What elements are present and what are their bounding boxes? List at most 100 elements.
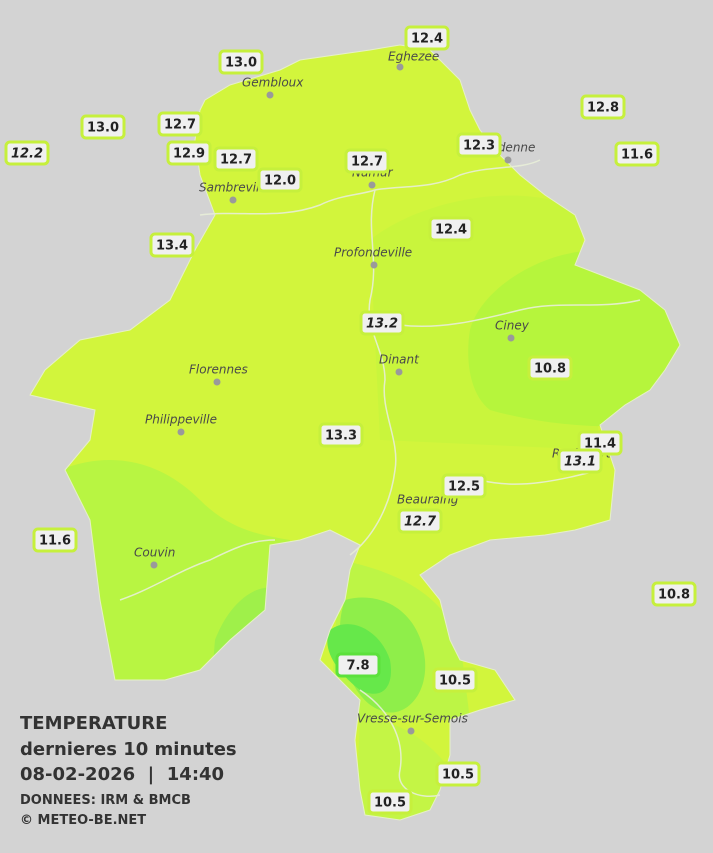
station-box (32, 527, 78, 553)
city-name: Profondeville (334, 246, 412, 260)
station-box (428, 216, 474, 242)
city-dot (266, 91, 274, 99)
station-box (257, 167, 303, 193)
station-box (456, 132, 502, 158)
station-value: 12.7 (220, 153, 252, 168)
station-box (441, 473, 487, 499)
station-value: 11.6 (39, 534, 71, 549)
station-value: 13.2 (366, 317, 398, 332)
legend-source: DONNEES: IRM & BMCB (20, 793, 191, 808)
legend: TEMPERATURE dernieres 10 minutes 08-02-2… (20, 713, 237, 828)
station: 13.3 (318, 422, 364, 448)
station-value: 12.5 (448, 480, 480, 495)
station: 13.2 (359, 310, 405, 336)
station: 12.5 (441, 473, 487, 499)
station-box (651, 581, 697, 607)
station-value: 11.4 (584, 437, 616, 452)
station-box (527, 355, 573, 381)
station-box (4, 140, 50, 166)
station: 10.8 (651, 581, 697, 607)
city-dot (229, 196, 237, 204)
station: 12.7 (397, 508, 443, 534)
station: 10.5 (435, 761, 481, 787)
legend-copyright: © METEO-BE.NET (20, 813, 146, 828)
station-value: 10.5 (442, 768, 474, 783)
station-value: 12.4 (411, 32, 443, 47)
station: 12.8 (580, 94, 626, 120)
station-value: 12.7 (351, 155, 383, 170)
station-value: 12.0 (264, 174, 296, 189)
station-box (614, 141, 660, 167)
station-box (335, 652, 381, 678)
city-dot (407, 727, 415, 735)
station-value: 12.4 (435, 223, 467, 238)
station: 11.6 (614, 141, 660, 167)
station-box (80, 114, 126, 140)
station-box (404, 25, 450, 51)
station-box (580, 94, 626, 120)
station-value: 12.7 (404, 515, 437, 530)
city-dot (150, 561, 158, 569)
station-box (367, 789, 413, 815)
station: 12.9 (166, 140, 212, 166)
station: 13.0 (218, 49, 264, 75)
legend-title: TEMPERATURE (20, 713, 167, 734)
station: 12.7 (344, 148, 390, 174)
station-value: 12.2 (11, 147, 43, 162)
city-name: Sambreville (199, 181, 270, 195)
station-value: 13.0 (87, 121, 119, 136)
station-value: 12.9 (173, 147, 205, 162)
station-value: 12.3 (463, 139, 495, 154)
station-box (397, 508, 443, 534)
city-name: Florennes (189, 363, 248, 377)
station: 10.5 (432, 667, 478, 693)
city-dot (395, 368, 403, 376)
station-box (344, 148, 390, 174)
city-name: Dinant (379, 353, 420, 367)
city-dot (213, 378, 221, 386)
station: 12.3 (456, 132, 502, 158)
city-dot (370, 261, 378, 269)
station-box (213, 146, 259, 172)
station: 12.4 (428, 216, 474, 242)
cities: EghezeeGemblouxAndenneNamurSambrevillePr… (134, 50, 612, 735)
station-value: 10.8 (658, 588, 690, 603)
station-box (557, 448, 603, 474)
station: 13.0 (80, 114, 126, 140)
station-value: 10.5 (374, 796, 406, 811)
stations: 12.4 13.0 12.8 13.0 12.7 12.2 12.9 12.7 12.3 11.6… (4, 25, 697, 815)
city-dot (507, 334, 515, 342)
station: 12.0 (257, 167, 303, 193)
station-value: 10.5 (439, 674, 471, 689)
legend-datetime: 08-02-2026 | 14:40 (20, 764, 224, 785)
city-name: Ciney (495, 319, 530, 333)
station-box (359, 310, 405, 336)
city-dot (396, 63, 404, 71)
city-dot (177, 428, 185, 436)
city-name: Eghezee (388, 50, 439, 64)
city-dot (368, 181, 376, 189)
station: 12.7 (213, 146, 259, 172)
station: 10.8 (527, 355, 573, 381)
station-value: 12.7 (164, 118, 196, 133)
station-value: 7.8 (346, 659, 369, 674)
station-box (318, 422, 364, 448)
station: 12.2 (4, 140, 50, 166)
station-box (432, 667, 478, 693)
station-value: 10.8 (534, 362, 566, 377)
station: 12.4 (404, 25, 450, 51)
station-box (166, 140, 212, 166)
station-value: 12.8 (587, 101, 619, 116)
station-box (435, 761, 481, 787)
station-value: 13.3 (325, 429, 357, 444)
station-value: 13.4 (156, 239, 188, 254)
station-value: 13.0 (225, 56, 257, 71)
station-box (218, 49, 264, 75)
province-border (29, 44, 681, 821)
city-name: Vresse-sur-Semois (357, 712, 468, 726)
city-name: Couvin (134, 546, 175, 560)
station: 11.6 (32, 527, 78, 553)
city-name: Philippeville (145, 413, 217, 427)
station-box (157, 111, 203, 137)
